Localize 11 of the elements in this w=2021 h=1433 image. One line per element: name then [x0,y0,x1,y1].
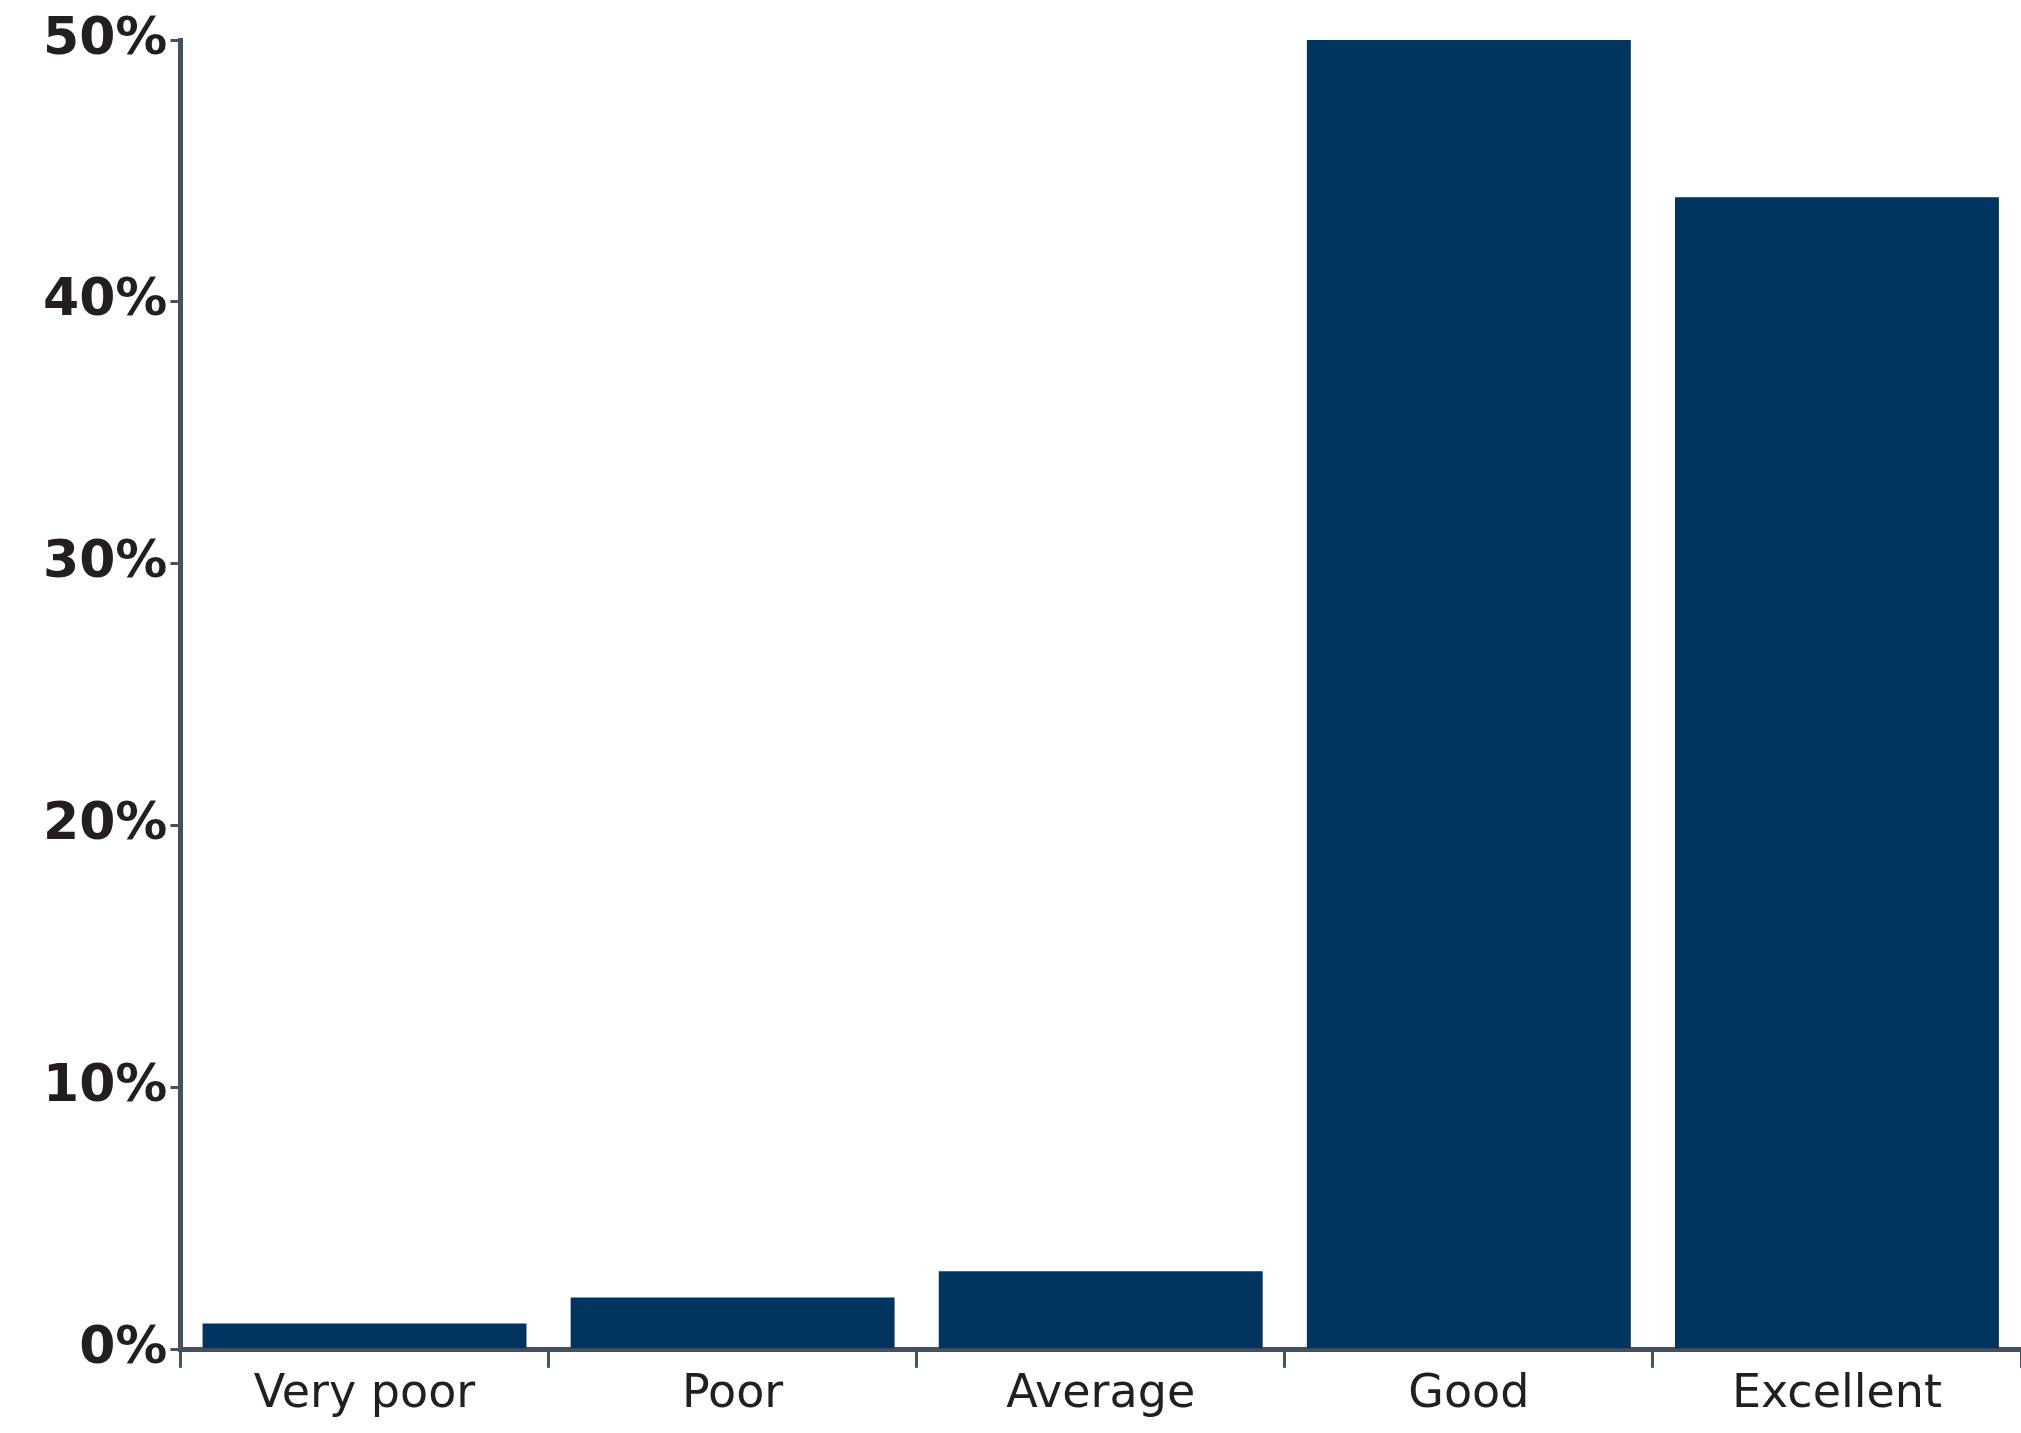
y-tick-label: 50% [43,5,168,66]
y-tick-label: 0% [79,1315,168,1376]
x-tick-label: Average [1006,1364,1196,1419]
x-tick-label: Very poor [253,1364,476,1419]
y-tick-label: 20% [43,791,168,852]
x-tick-label: Good [1408,1364,1530,1419]
x-tick-label: Excellent [1731,1364,1943,1419]
y-tick-label: 10% [43,1053,168,1114]
x-tick-label: Poor [681,1364,784,1419]
y-tick-label: 30% [43,529,168,590]
y-tick-label: 40% [43,267,168,328]
